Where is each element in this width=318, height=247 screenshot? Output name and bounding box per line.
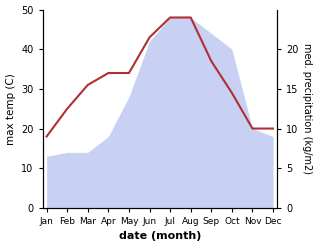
- Y-axis label: max temp (C): max temp (C): [5, 73, 16, 144]
- X-axis label: date (month): date (month): [119, 231, 201, 242]
- Y-axis label: med. precipitation (kg/m2): med. precipitation (kg/m2): [302, 43, 313, 174]
